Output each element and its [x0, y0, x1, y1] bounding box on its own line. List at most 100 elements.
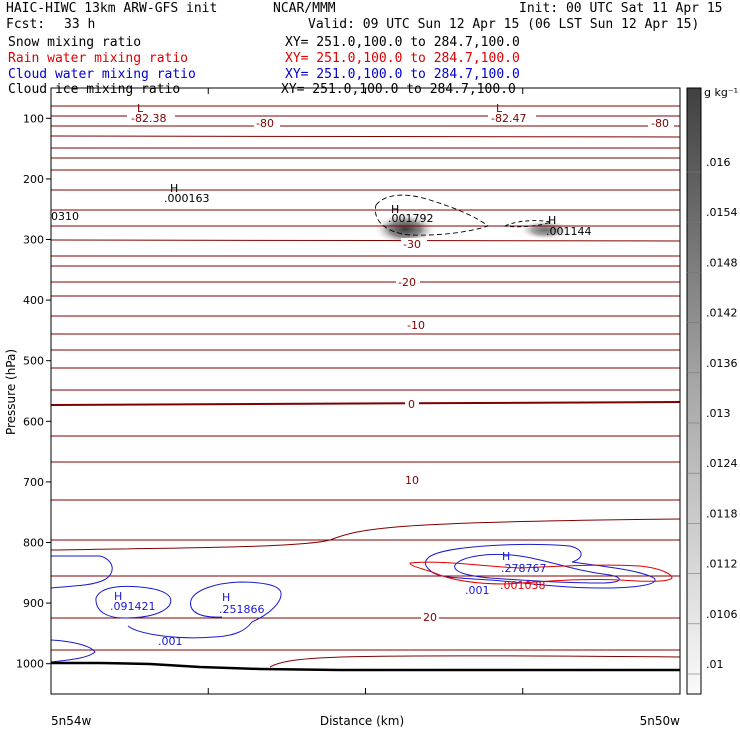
temperature-label: 20 [423, 611, 437, 624]
field-name: Cloud water mixing ratio [8, 67, 196, 82]
cloud-ice-contour [503, 220, 553, 228]
isotherm-line [51, 209, 680, 211]
colorbar-label: .01 [706, 658, 724, 671]
rain-contour-value: .001038 [500, 579, 546, 592]
extremum-marker: H [391, 203, 399, 216]
snow-shading [519, 220, 571, 240]
header: HAIC-HIWC 13km ARW-GFS init NCAR/MMM Ini… [6, 1, 723, 97]
x-tick-label: 5n54w [51, 714, 92, 728]
cloud-water-contour [127, 581, 282, 639]
colorbar-label: .0124 [706, 457, 738, 470]
extremum-value: .001792 [388, 212, 434, 225]
isotherm-line [51, 367, 680, 369]
isotherm-line [51, 649, 680, 651]
org-label: NCAR/MMM [273, 1, 336, 16]
extremum-marker: H [114, 590, 122, 603]
temperature-label: -80 [651, 117, 669, 130]
y-tick-label: 700 [23, 476, 44, 489]
temperature-label: 0 [408, 398, 415, 411]
model-title: HAIC-HIWC 13km ARW-GFS init [6, 1, 217, 16]
isotherm-line [51, 255, 680, 257]
colorbar-unit: g kg⁻¹ [704, 86, 738, 99]
isotherm-line [51, 105, 680, 107]
init-time: Init: 00 UTC Sat 11 Apr 15 [519, 1, 723, 16]
extremum-marker: H [548, 214, 556, 227]
isotherm-line [51, 225, 680, 227]
isotherm-line [51, 349, 680, 351]
y-tick-label: 600 [23, 415, 44, 428]
isotherm-line [51, 295, 680, 297]
isotherm-line [51, 265, 680, 267]
terrain-line [51, 661, 680, 672]
temperature-label: -10 [407, 319, 425, 332]
colorbar-labels: .016 .0154 .0148 .0142 .0136 .013 .0124 .0118 .0… [687, 156, 738, 675]
isotherm-line [51, 125, 680, 127]
extremum-value: .278767 [501, 562, 547, 575]
x-axis-title: Distance (km) [320, 714, 404, 728]
isotherm-line [51, 147, 680, 149]
y-tick-label: 100 [23, 112, 44, 125]
isotherm-line [51, 239, 680, 242]
colorbar-label: .0148 [706, 256, 738, 269]
y-tick-label: 500 [23, 355, 44, 368]
temperature-label: -30 [403, 238, 421, 251]
colorbar-label: .0106 [706, 608, 738, 621]
field-name: Snow mixing ratio [8, 35, 141, 50]
cloud-ice-contour [374, 194, 489, 236]
y-axis-title: Pressure (hPa) [4, 349, 18, 435]
isotherm-line [51, 389, 680, 391]
y-axis: 100 200 300 400 500 600 700 800 900 1000 [16, 112, 51, 671]
isotherm-line [51, 435, 680, 437]
y-tick-label: 900 [23, 597, 44, 610]
extremum-marker: L [137, 102, 144, 115]
field-name: Rain water mixing ratio [8, 51, 188, 66]
contour-labels: -82.38 -80 -82.47 -80 -30 -20 -10 0 10 2… [51, 102, 674, 648]
isotherm-line [51, 135, 680, 138]
plot-area: -82.38 -80 -82.47 -80 -30 -20 -10 0 10 2… [4, 87, 681, 728]
colorbar-label: .013 [706, 407, 731, 420]
isotherm-line [51, 115, 680, 117]
isotherm-line [51, 315, 680, 317]
edge-label: 0310 [51, 210, 79, 223]
field-xy: XY= 251.0,100.0 to 284.7,100.0 [285, 51, 520, 66]
isotherm-line [51, 539, 680, 541]
field-xy: XY= 251.0,100.0 to 284.7,100.0 [285, 67, 520, 82]
colorbar-label: .0136 [706, 357, 738, 370]
colorbar: g kg⁻¹ .016 .0154 .0148 .0142 .0136 .013 .0124… [686, 86, 738, 695]
extremum-value: .091421 [110, 600, 156, 613]
isotherm-line [51, 169, 680, 171]
temperature-label: -82.47 [491, 112, 526, 125]
y-tick-label: 300 [23, 234, 44, 247]
isotherm-line [51, 518, 680, 551]
isotherm-lines [51, 105, 680, 668]
colorbar-label: .0118 [706, 507, 738, 520]
contour-value: .001 [158, 635, 183, 648]
y-tick-label: 400 [23, 294, 44, 307]
x-tick-label: 5n50w [640, 714, 681, 728]
temperature-label: -82.38 [131, 112, 166, 125]
temperature-label: -20 [398, 276, 416, 289]
isotherm-line [51, 617, 680, 619]
extremum-value: .001144 [546, 225, 592, 238]
extremum-marker: L [496, 102, 503, 115]
y-tick-label: 800 [23, 537, 44, 550]
contour-value: .001 [465, 584, 490, 597]
field-name: Cloud ice mixing ratio [8, 82, 180, 97]
x-axis [50, 88, 681, 694]
extremum-marker: H [222, 591, 230, 604]
cloud-water-contour [51, 555, 113, 589]
isotherm-line [51, 461, 680, 463]
cloud-water-contour [95, 585, 172, 619]
isotherm-line [51, 575, 680, 577]
extremum-marker: H [170, 182, 178, 195]
fcst-label: Fcst: [6, 17, 45, 32]
field-xy: XY= 251.0,100.0 to 284.7,100.0 [285, 35, 520, 50]
cloud-water-contour [51, 639, 96, 663]
isotherm-line [51, 333, 680, 335]
temperature-label: 10 [405, 474, 419, 487]
y-tick-label: 200 [23, 173, 44, 186]
isotherm-line [51, 157, 680, 159]
temperature-label: -80 [256, 117, 274, 130]
rain-water-contour [409, 561, 673, 585]
